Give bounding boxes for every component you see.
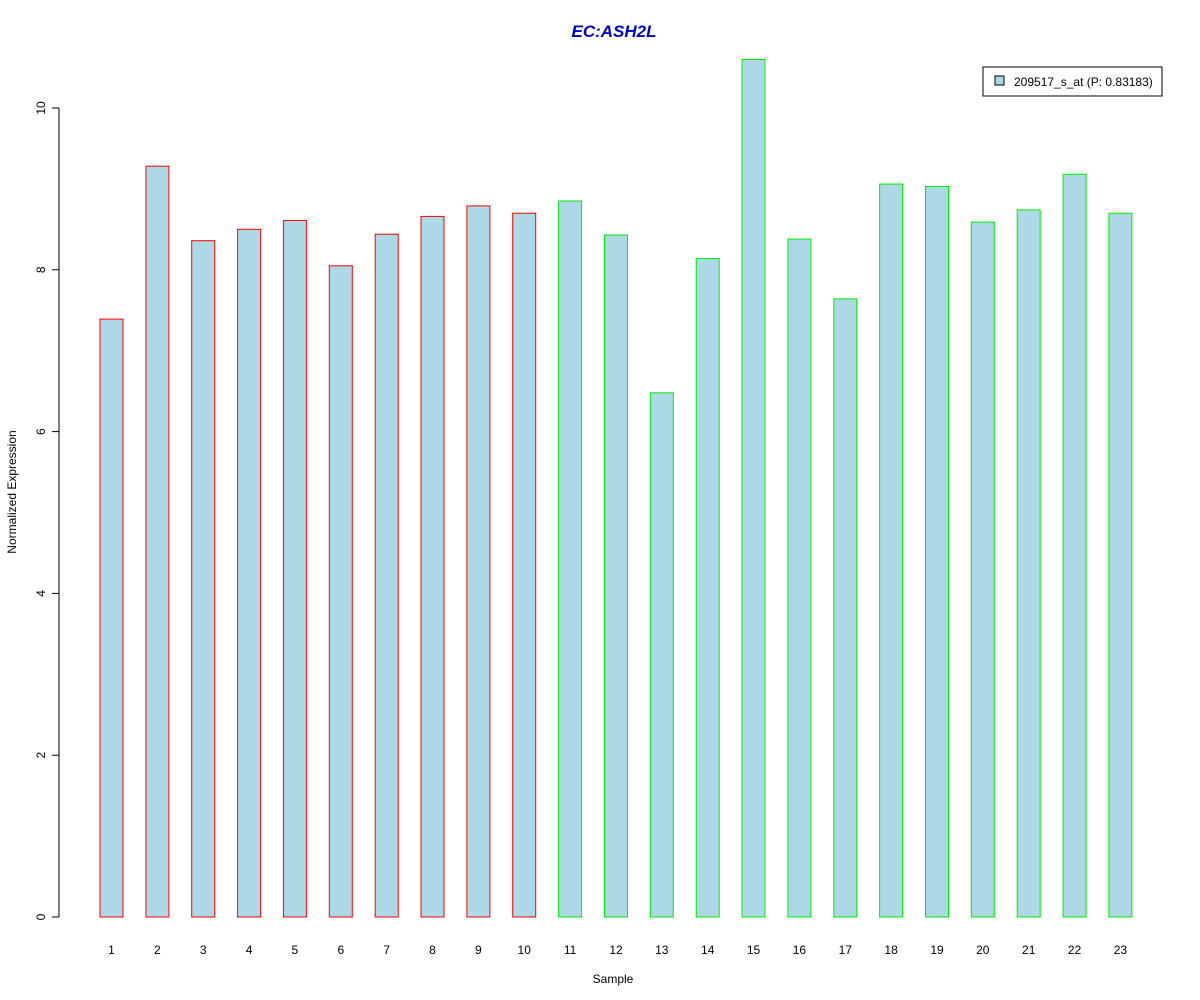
bar-sample-5 [282,220,307,918]
x-tick-label: 5 [292,943,299,957]
bar-sample-14 [695,258,720,918]
bars-group [99,59,1133,918]
bar-sample-6 [328,265,353,918]
x-tick-label: 10 [518,943,532,957]
x-tick-label: 1 [108,943,115,957]
x-tick-label: 12 [609,943,623,957]
legend: 209517_s_at (P: 0.83183) [982,66,1163,97]
bar-sample-21 [1016,209,1041,918]
bar-sample-10 [512,212,537,918]
bar-sample-11 [558,200,583,918]
chart-title: EC:ASH2L [571,22,656,41]
x-tick-label: 18 [884,943,898,957]
bar-sample-12 [604,234,628,918]
x-tick-label: 13 [655,943,669,957]
x-tick-label: 2 [154,943,161,957]
x-tick-label: 3 [200,943,207,957]
bar-sample-15 [741,59,766,918]
bar-sample-13 [649,392,674,918]
bar-sample-22 [1062,173,1087,918]
legend-box [982,66,1163,97]
y-tick-label: 6 [34,428,48,435]
y-axis: 0 2 4 6 8 10 [34,101,60,920]
y-axis-label: Normalized Expression [5,430,19,553]
x-tick-label: 6 [337,943,344,957]
x-tick-label: 16 [793,943,807,957]
y-tick-label: 2 [34,752,48,759]
x-tick-label: 22 [1068,943,1082,957]
bar-sample-1 [99,318,124,918]
bar-sample-23 [1108,212,1133,918]
x-tick-label: 11 [564,943,577,957]
y-tick-label: 8 [34,266,48,273]
bar-sample-20 [970,221,995,918]
x-tick-label: 14 [701,943,715,957]
bar-sample-19 [925,186,949,918]
bar-sample-7 [374,233,399,918]
bar-sample-3 [191,240,216,918]
bar-sample-16 [787,238,812,918]
y-tick-label: 0 [34,913,48,920]
x-tick-label: 23 [1114,943,1128,957]
bar-sample-18 [879,183,904,918]
y-tick-label: 4 [34,590,48,597]
x-axis-label: Sample [593,972,634,986]
legend-label: 209517_s_at (P: 0.83183) [1014,75,1153,89]
legend-swatch [994,75,1005,86]
bar-sample-2 [145,165,170,918]
x-tick-label: 20 [976,943,990,957]
x-tick-label: 8 [429,943,436,957]
x-tick-label: 9 [475,943,482,957]
x-tick-label: 4 [246,943,253,957]
bar-sample-9 [466,205,491,918]
x-tick-label: 19 [930,943,944,957]
y-tick-label: 10 [34,101,48,115]
bar-sample-8 [420,215,445,918]
x-tick-labels: 1 2 3 4 5 6 7 8 9 10 11 12 13 14 15 16 17 18 19 20 21 22 23 [108,943,1127,957]
x-tick-label: 17 [839,943,853,957]
x-tick-label: 15 [747,943,761,957]
x-tick-label: 7 [383,943,390,957]
bar-sample-17 [833,298,858,918]
x-tick-label: 21 [1022,943,1036,957]
bar-sample-4 [237,228,262,918]
